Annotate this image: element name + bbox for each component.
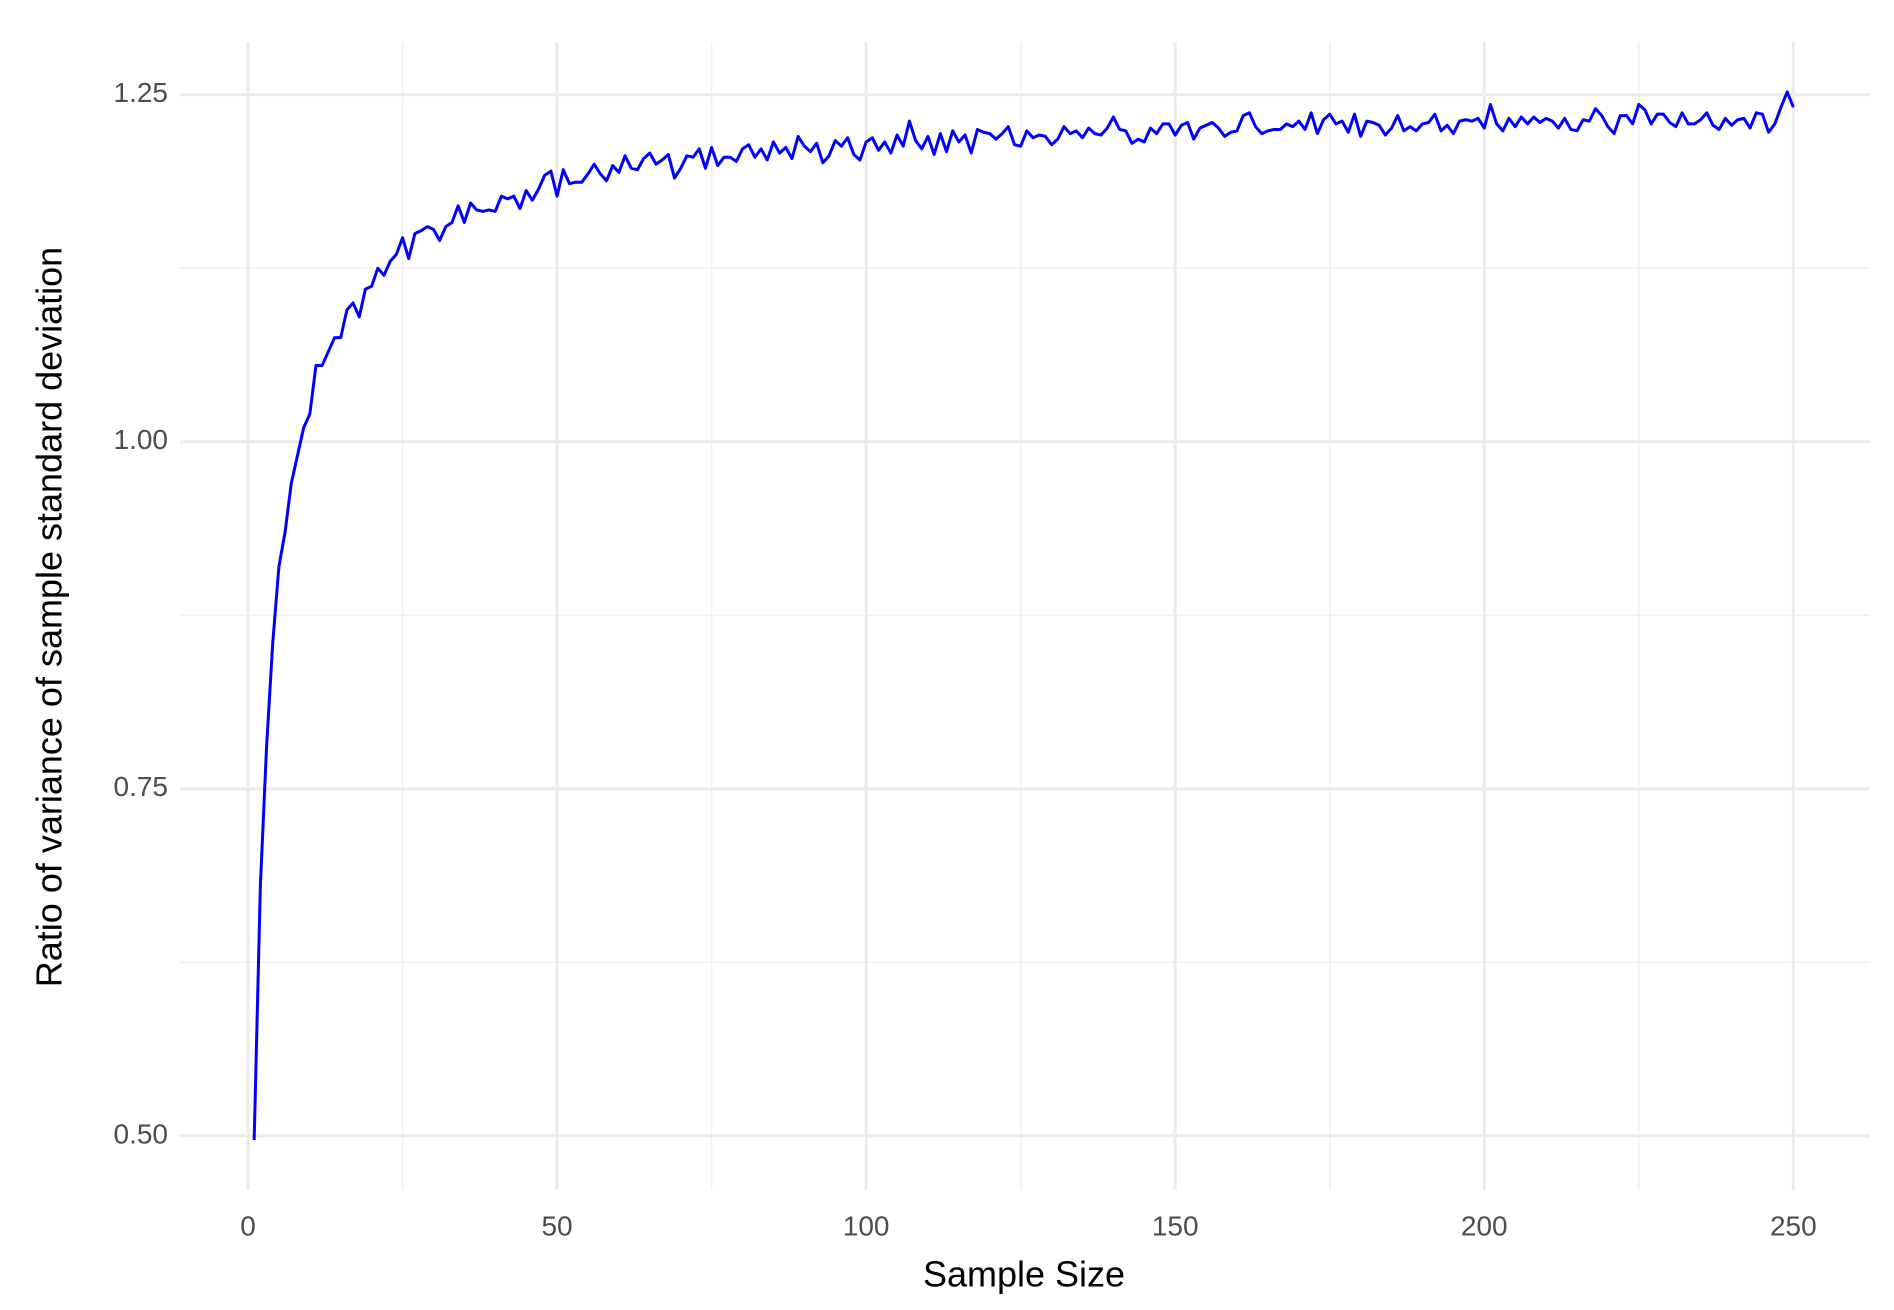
x-tick-label: 150 [1152,1210,1199,1241]
y-tick-label: 0.50 [114,1118,169,1149]
x-tick-label: 50 [541,1210,572,1241]
x-tick-label: 200 [1461,1210,1508,1241]
y-axis-title: Ratio of variance of sample standard dev… [29,247,70,987]
x-tick-label: 250 [1770,1210,1817,1241]
x-tick-label: 100 [843,1210,890,1241]
y-tick-label: 1.25 [114,77,169,108]
grid [180,42,1870,1190]
x-tick-label: 0 [240,1210,256,1241]
y-tick-label: 0.75 [114,771,169,802]
y-tick-label: 1.00 [114,424,169,455]
x-axis-title: Sample Size [923,1254,1125,1295]
data-line [252,90,1795,1141]
